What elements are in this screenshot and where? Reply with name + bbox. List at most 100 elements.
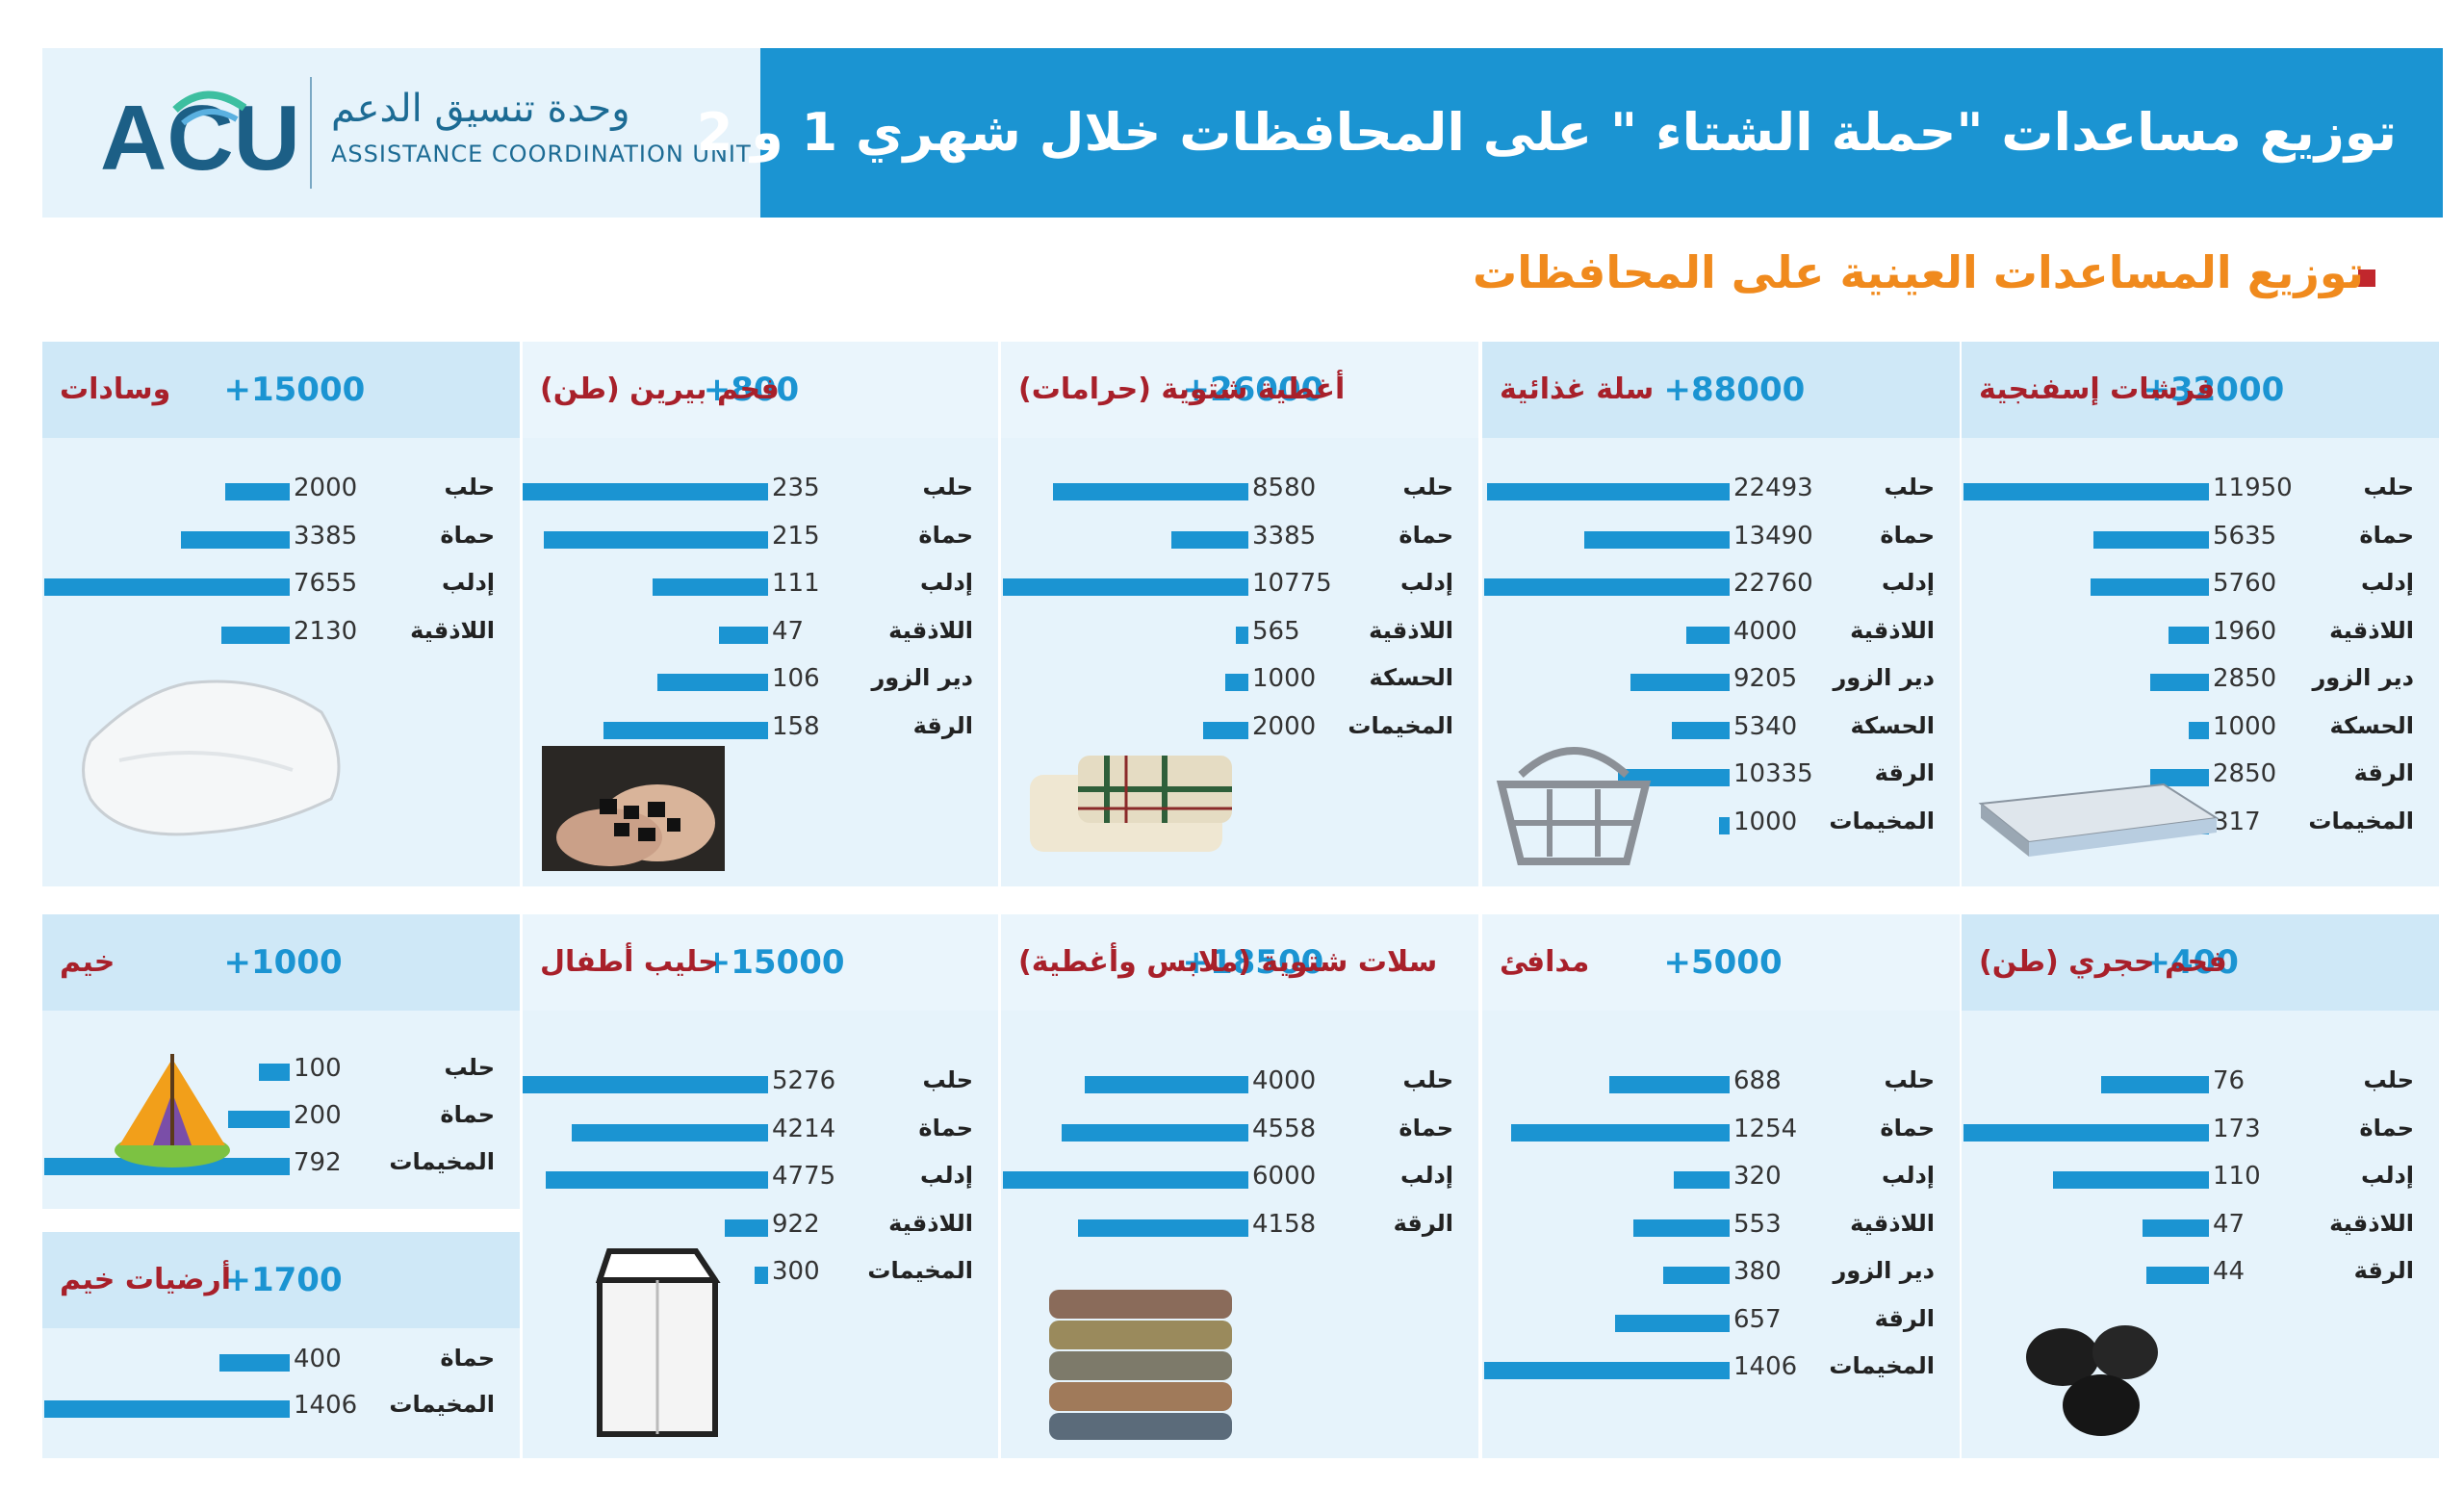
row-label: الرقة bbox=[1874, 1304, 1935, 1332]
logo-mark-text: ACU bbox=[100, 87, 300, 187]
panel-total: 1700+ bbox=[223, 1261, 343, 1299]
row-value: 5340 bbox=[1733, 711, 1798, 741]
row-value: 2850 bbox=[2213, 664, 2277, 693]
pillow-icon bbox=[62, 654, 370, 857]
bar bbox=[572, 1123, 768, 1142]
row-value: 5635 bbox=[2213, 521, 2277, 551]
coal-hands-icon bbox=[542, 746, 725, 871]
blanket-icon bbox=[1020, 736, 1242, 861]
clothes-stack-icon bbox=[1040, 1280, 1242, 1444]
basket-icon bbox=[1492, 736, 1656, 871]
row-label: اللاذقية bbox=[888, 616, 973, 644]
row-label: حلب bbox=[922, 1066, 974, 1093]
row-value: 235 bbox=[772, 474, 820, 502]
row-label: الحسكة bbox=[1850, 711, 1935, 739]
row-label: المخيمات bbox=[1829, 1352, 1935, 1379]
row-label: حماة bbox=[918, 521, 973, 549]
panel-header: 88000+ سلة غذائية bbox=[1482, 342, 1960, 438]
row-label: حلب bbox=[1884, 474, 1936, 500]
row-value: 44 bbox=[2213, 1257, 2246, 1286]
row-label: إدلب bbox=[920, 569, 973, 596]
row-value: 47 bbox=[772, 616, 805, 646]
row-value: 688 bbox=[1733, 1066, 1782, 1095]
bar bbox=[754, 1267, 768, 1284]
row-value: 4158 bbox=[1252, 1209, 1317, 1239]
row-label: الحسكة bbox=[2329, 711, 2414, 739]
panel-header: 18500+ سلات شتوية (ملابس وأغطية) bbox=[1001, 914, 1478, 1011]
row-value: 1406 bbox=[1733, 1352, 1798, 1381]
panel-header: 5000+ مدافئ bbox=[1482, 914, 1960, 1011]
panel-title: أرضيات خيم bbox=[60, 1263, 232, 1296]
row-value: 3385 bbox=[294, 521, 358, 551]
row-label: المخيمات bbox=[2308, 807, 2414, 834]
bar bbox=[1609, 1076, 1730, 1093]
row-value: 565 bbox=[1252, 616, 1300, 646]
panel-heater: 5000+ مدافئ حلب 688 حماة 1254 إدلب 320 اللاذقية 5… bbox=[1482, 914, 1960, 1458]
row-label: الرقة bbox=[912, 711, 973, 739]
bar bbox=[1003, 1171, 1248, 1189]
row-value: 792 bbox=[294, 1148, 342, 1177]
row-label: حلب bbox=[2363, 474, 2415, 500]
panel-header: 1000+ خيم bbox=[42, 914, 520, 1011]
bar bbox=[181, 530, 290, 549]
row-value: 4775 bbox=[772, 1162, 836, 1191]
row-value: 158 bbox=[772, 711, 820, 741]
row-value: 6000 bbox=[1252, 1162, 1317, 1191]
panel-title: حليب أطفال bbox=[540, 945, 719, 979]
row-value: 380 bbox=[1733, 1257, 1782, 1286]
bar bbox=[523, 483, 768, 500]
row-value: 215 bbox=[772, 521, 820, 551]
row-label: حماة bbox=[440, 1345, 495, 1372]
row-label: حماة bbox=[2359, 521, 2414, 549]
row-label: إدلب bbox=[920, 1162, 973, 1189]
row-value: 4000 bbox=[1252, 1066, 1317, 1095]
row-value: 5760 bbox=[2213, 569, 2277, 598]
row-value: 200 bbox=[294, 1101, 342, 1130]
panel-tent: 1000+ خيم حلب 100 حماة 200 المخيمات 792 bbox=[42, 914, 520, 1209]
bar bbox=[1235, 626, 1248, 644]
row-value: 100 bbox=[294, 1054, 342, 1083]
panel-total: 15000+ bbox=[703, 943, 845, 982]
bar bbox=[1225, 674, 1248, 691]
row-value: 47 bbox=[2213, 1209, 2246, 1239]
panel-total: 15000+ bbox=[223, 371, 366, 409]
bar bbox=[2092, 530, 2209, 549]
row-value: 22493 bbox=[1733, 474, 1813, 502]
row-label: الرقة bbox=[2353, 1257, 2414, 1284]
row-label: المخيمات bbox=[867, 1257, 973, 1284]
panel-title: فحم بيرين (طن) bbox=[540, 372, 780, 406]
panel-coal: 400+ فحم حجري (طن) حلب 76 حماة 173 إدلب 110 اللا… bbox=[1962, 914, 2439, 1458]
bar bbox=[1630, 674, 1730, 691]
panel-title: سلة غذائية bbox=[1500, 372, 1655, 406]
row-label: اللاذقية bbox=[888, 1209, 973, 1237]
row-value: 2850 bbox=[2213, 759, 2277, 788]
panel-basket: 88000+ سلة غذائية حلب 22493 حماة 13490 إدلب 227… bbox=[1482, 342, 1960, 886]
panel-clothes-stack: 18500+ سلات شتوية (ملابس وأغطية) حلب 4000 حم… bbox=[1001, 914, 1478, 1458]
bar bbox=[1484, 578, 1730, 596]
row-label: إدلب bbox=[1400, 569, 1453, 596]
panel-total: 800+ bbox=[703, 371, 800, 409]
bar bbox=[1718, 816, 1730, 834]
page-title: توزيع مساعدات "حملة الشتاء " على المحافظ… bbox=[696, 102, 2397, 163]
row-value: 173 bbox=[2213, 1114, 2261, 1143]
row-label: إدلب bbox=[2361, 569, 2414, 596]
row-value: 1000 bbox=[2213, 711, 2277, 741]
bar bbox=[1484, 1362, 1730, 1379]
panel-milk-carton: 15000+ حليب أطفال حلب 5276 حماة 4214 إدلب 4775 ا… bbox=[523, 914, 998, 1458]
bar bbox=[1632, 1219, 1730, 1237]
panel-header: 32000+ فرشات إسفنجية bbox=[1962, 342, 2439, 438]
bar bbox=[1052, 483, 1248, 500]
row-value: 400 bbox=[294, 1345, 342, 1373]
panel-total: 26000+ bbox=[1182, 371, 1324, 409]
panel-header: 15000+ حليب أطفال bbox=[523, 914, 998, 1011]
bar bbox=[719, 626, 768, 644]
row-label: حلب bbox=[1884, 1066, 1936, 1093]
row-label: الرقة bbox=[2353, 759, 2414, 786]
panel-total: 18500+ bbox=[1182, 943, 1324, 982]
bar bbox=[2142, 1219, 2209, 1237]
row-label: حلب bbox=[1402, 474, 1454, 500]
row-label: المخيمات bbox=[389, 1148, 495, 1175]
bar bbox=[1672, 721, 1730, 739]
section-title: توزيع المساعدات العينية على المحافظات bbox=[1473, 246, 2364, 298]
row-label: الرقة bbox=[1874, 759, 1935, 786]
